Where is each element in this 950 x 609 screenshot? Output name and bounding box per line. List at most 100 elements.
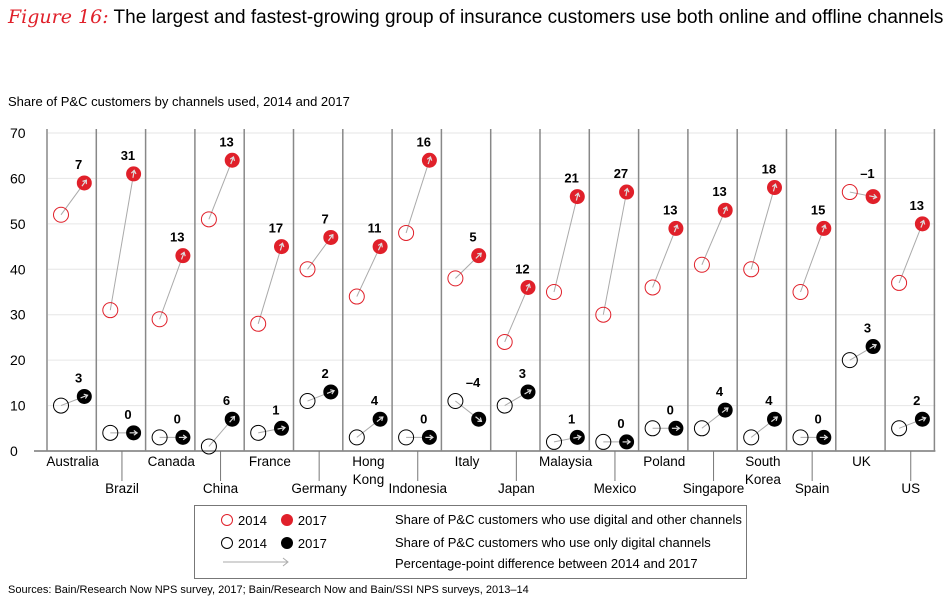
point-2014-digital-only (496, 397, 513, 414)
change-data-label: 3 (75, 370, 82, 385)
change-arrow-line (208, 160, 233, 220)
point-2014-digital-only (693, 420, 710, 437)
change-data-label: 27 (614, 166, 628, 181)
point-2014-digital-only (299, 393, 316, 410)
arrow-shaft (475, 252, 482, 259)
arrow-shaft (721, 407, 729, 414)
category-label: Mexico (594, 481, 637, 496)
arrow-shaft (327, 234, 334, 242)
change-data-label: 31 (121, 148, 135, 163)
point-2014-digital-only (644, 420, 661, 437)
point-2014-digital-only (447, 393, 464, 410)
arrow-shaft (673, 224, 678, 233)
legend-desc: Share of P&C customers who use digital a… (395, 512, 742, 527)
change-data-label: 0 (815, 411, 822, 426)
change-data-label: 4 (371, 393, 379, 408)
chart-plot: 010203040506070AustraliaBrazilCanadaChin… (10, 125, 936, 496)
point-2014-digital-only (102, 424, 119, 441)
y-tick-label: 30 (10, 307, 26, 323)
legend-year: 2014 (238, 535, 267, 551)
category-label: South (745, 454, 780, 469)
legend-desc: Percentage-point difference between 2014… (395, 556, 698, 571)
change-data-label: 0 (667, 402, 674, 417)
arrow-shaft (326, 390, 335, 394)
legend-filled-red-icon (280, 514, 293, 526)
change-arrow-line (356, 246, 381, 297)
title-text: The largest and fastest-growing group of… (113, 7, 944, 28)
point-2014-digital-only (151, 429, 168, 446)
change-data-label: 3 (864, 321, 871, 336)
legend: 2014 2017 Share of P&C customers who use… (194, 505, 747, 579)
legend-hollow-black-icon (221, 537, 233, 549)
change-arrow-line (652, 228, 677, 288)
y-tick-label: 20 (10, 352, 26, 368)
arrow-shaft (80, 394, 88, 399)
change-data-label: 16 (417, 134, 431, 149)
category-label: Italy (455, 454, 480, 469)
point-2014-digital-other (841, 184, 858, 201)
change-data-label: 12 (515, 261, 529, 276)
point-2014-digital-other (398, 224, 415, 241)
y-tick-label: 10 (10, 398, 26, 414)
category-label: Indonesia (388, 481, 447, 496)
legend-row-digital-other: 2014 2017 (221, 510, 327, 530)
point-2014-digital-other (595, 306, 612, 323)
category-label: Australia (46, 454, 99, 469)
point-2014-digital-other (299, 261, 316, 278)
category-label: Korea (745, 472, 782, 487)
category-label: Germany (291, 481, 347, 496)
arrow-shaft (918, 417, 926, 422)
change-arrow-line (750, 187, 775, 270)
change-data-label: 5 (469, 230, 476, 245)
change-arrow-line (504, 287, 529, 343)
arrow-shaft (723, 206, 728, 215)
point-2014-digital-only (546, 433, 562, 450)
change-data-label: 13 (910, 198, 924, 213)
category-label: UK (852, 454, 871, 469)
y-tick-label: 70 (10, 125, 26, 141)
change-data-label: 18 (762, 162, 776, 177)
change-arrow-line (159, 255, 184, 320)
point-2014-digital-only (595, 433, 612, 450)
arrow-shaft (524, 389, 532, 395)
arrow-shaft (575, 193, 579, 201)
point-2014-digital-only (792, 429, 809, 446)
change-data-label: 4 (765, 393, 773, 408)
arrow-shaft (475, 416, 482, 422)
category-label: Kong (353, 472, 385, 487)
point-2014-digital-other (496, 333, 513, 350)
change-data-label: 4 (716, 384, 724, 399)
arrow-shaft (376, 416, 384, 423)
arrow-shaft (180, 252, 185, 260)
change-data-label: 0 (420, 411, 427, 426)
point-2014-digital-other (891, 274, 908, 291)
change-arrow-line (109, 173, 135, 311)
point-2014-digital-other (693, 256, 710, 273)
arrow-shaft (869, 344, 877, 350)
arrow-shaft (869, 195, 877, 198)
figure-label: Figure 16: (8, 6, 109, 28)
change-data-label: 3 (519, 366, 526, 381)
arrow-shaft (625, 188, 628, 197)
change-arrow-line (553, 196, 578, 293)
point-2014-digital-only (891, 420, 908, 437)
category-label: Spain (795, 481, 830, 496)
category-label: Singapore (683, 481, 745, 496)
arrow-shaft (377, 243, 383, 251)
point-2014-digital-other (644, 279, 661, 296)
category-label: Malaysia (539, 454, 593, 469)
arrow-shaft (132, 170, 135, 178)
point-2014-digital-other (447, 270, 464, 287)
point-2014-digital-only (743, 429, 760, 446)
change-data-label: 2 (322, 366, 329, 381)
point-2014-digital-other (743, 261, 760, 278)
change-data-label: 1 (568, 411, 575, 426)
legend-row-digital-only: 2014 2017 (221, 533, 327, 553)
change-arrow-line (800, 228, 825, 293)
point-2014-digital-only (53, 397, 69, 414)
category-label: US (901, 481, 920, 496)
arrow-shaft (821, 224, 826, 233)
source-note: Sources: Bain/Research Now NPS survey, 2… (8, 584, 529, 596)
point-2014-digital-other (348, 288, 365, 305)
point-2014-digital-other (151, 311, 168, 328)
